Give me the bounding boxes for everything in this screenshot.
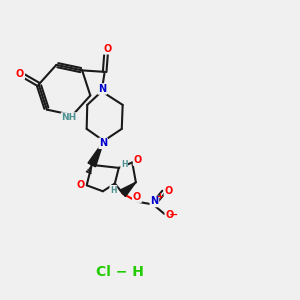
Text: O: O — [134, 155, 142, 165]
Polygon shape — [88, 141, 104, 167]
Text: N: N — [150, 196, 158, 206]
Text: N: N — [98, 84, 106, 94]
Text: Cl − H: Cl − H — [96, 265, 144, 278]
Polygon shape — [120, 182, 136, 197]
Text: H: H — [110, 186, 117, 195]
Text: H: H — [121, 160, 128, 169]
Text: O: O — [165, 210, 173, 220]
Text: O: O — [164, 186, 172, 196]
Text: O: O — [76, 180, 85, 190]
Text: N: N — [99, 138, 107, 148]
Text: +: + — [156, 193, 163, 202]
Text: NH: NH — [61, 113, 77, 122]
Text: O: O — [103, 44, 112, 54]
Text: O: O — [16, 69, 24, 79]
Text: −: − — [169, 210, 178, 220]
Text: O: O — [133, 192, 141, 202]
